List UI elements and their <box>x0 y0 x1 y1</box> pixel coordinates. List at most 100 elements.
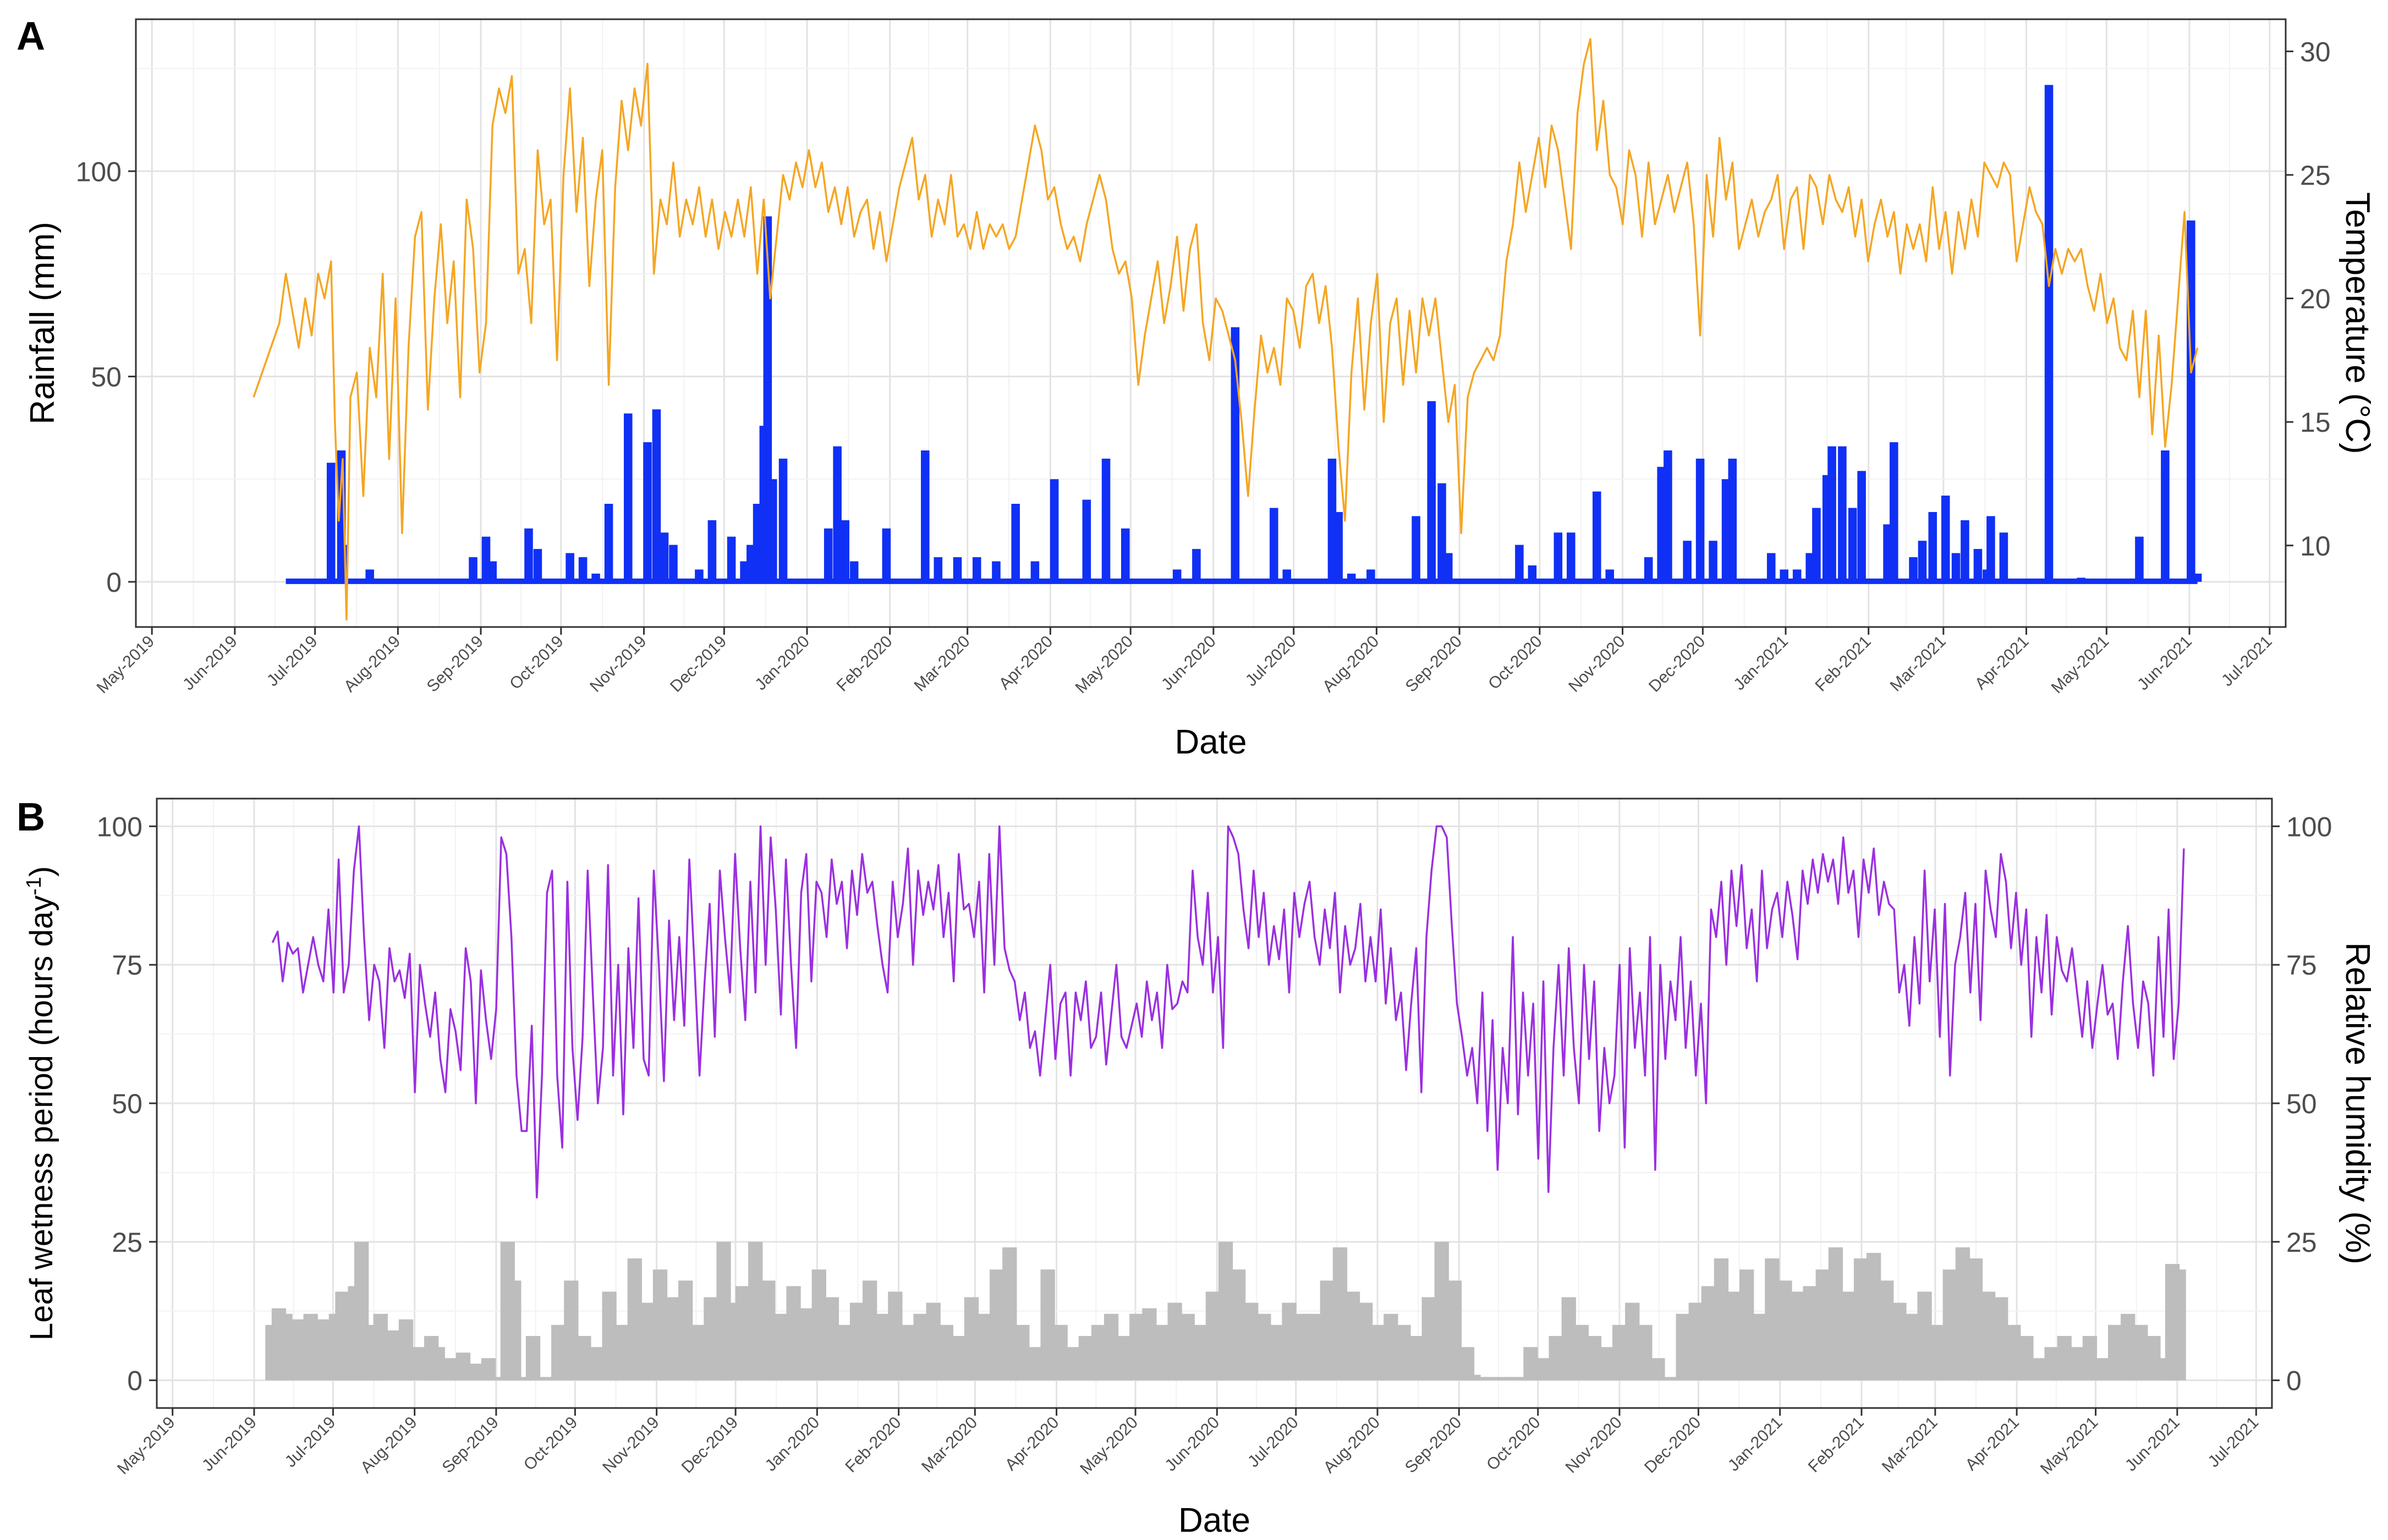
rainfall-bar <box>1805 553 1814 582</box>
x-tick-label: Jul-2019 <box>263 632 321 690</box>
leaf-wetness-bar <box>1294 1313 1309 1380</box>
leaf-wetness-bar <box>1498 1377 1513 1380</box>
x-tick-label: Aug-2019 <box>341 632 404 696</box>
leaf-wetness-bar <box>2006 1324 2021 1380</box>
leaf-wetness-bar <box>1752 1313 1767 1380</box>
leaf-wetness-bar <box>1739 1269 1754 1380</box>
x-tick-label: Aug-2020 <box>1320 1414 1384 1477</box>
x-tick-label: Jun-2021 <box>2134 632 2195 694</box>
leaf-wetness-bar <box>901 1324 915 1380</box>
leaf-wetness-bar <box>761 1280 776 1380</box>
leaf-wetness-bar <box>1688 1302 1703 1380</box>
rainfall-bar <box>1437 483 1446 582</box>
x-tick-label: Jun-2021 <box>2122 1414 2183 1475</box>
leaf-wetness-bar <box>1726 1291 1742 1380</box>
leaf-wetness-bar <box>1320 1280 1335 1380</box>
leaf-wetness-bar <box>1459 1347 1475 1380</box>
rainfall-bar <box>1941 496 1950 582</box>
leaf-wetness-bar <box>1180 1313 1195 1380</box>
rainfall-bar <box>1334 512 1343 582</box>
x-tick-label: May-2019 <box>114 1414 179 1478</box>
panel-b-grid <box>157 799 2272 1408</box>
x-tick-label: Oct-2020 <box>1485 632 1546 694</box>
leaf-wetness-bar <box>799 1308 814 1380</box>
leaf-wetness-bar <box>875 1313 890 1380</box>
leaf-wetness-bar <box>1345 1291 1360 1380</box>
leaf-wetness-bar <box>913 1313 928 1380</box>
leaf-wetness-bar <box>1155 1324 1170 1380</box>
rainfall-bar <box>1728 458 1737 582</box>
x-tick-label: Sep-2020 <box>1402 1414 1465 1477</box>
rainfall-bar <box>604 504 613 582</box>
x-tick-label: Sep-2020 <box>1402 632 1465 696</box>
leaf-wetness-bar <box>786 1286 801 1380</box>
leaf-wetness-bar <box>1536 1358 1551 1380</box>
leaf-wetness-bar <box>1332 1247 1348 1380</box>
x-tick-label: Dec-2020 <box>1645 632 1709 696</box>
leaf-wetness-bar <box>468 1363 484 1380</box>
x-tick-label: Apr-2020 <box>1002 1414 1063 1475</box>
panel-b-left-axis-title-sup: -1 <box>23 877 46 895</box>
leaf-wetness-bar <box>1892 1302 1907 1380</box>
rainfall-bar <box>566 553 574 582</box>
leaf-wetness-bar <box>1053 1324 1068 1380</box>
rainfall-bar <box>934 557 943 582</box>
x-tick-label: Apr-2021 <box>1962 1414 2023 1475</box>
rainfall-bar <box>1553 532 1563 582</box>
rainfall-bar <box>1986 516 1995 582</box>
leaf-wetness-bar <box>1841 1291 1856 1380</box>
x-tick-label: Oct-2020 <box>1483 1414 1544 1475</box>
leaf-wetness-bar <box>1955 1247 1970 1380</box>
leaf-wetness-bar <box>748 1241 763 1380</box>
rainfall-bar <box>1657 466 1666 582</box>
rainfall-bar <box>746 544 755 582</box>
leaf-wetness-bar <box>589 1347 604 1380</box>
leaf-wetness-bar <box>704 1297 718 1380</box>
x-tick-label: Nov-2019 <box>586 632 650 696</box>
leaf-wetness-bar <box>1574 1324 1589 1380</box>
leaf-wetness-bar <box>1765 1258 1780 1380</box>
rainfall-bar <box>365 569 374 582</box>
y-right-tick-label: 25 <box>2300 160 2331 191</box>
x-tick-label: Sep-2019 <box>439 1414 502 1477</box>
y-left-tick-label: 0 <box>106 567 122 598</box>
rainfall-bar <box>2135 536 2144 582</box>
leaf-wetness-bar <box>1117 1336 1132 1380</box>
x-tick-label: Mar-2020 <box>918 1414 981 1476</box>
leaf-wetness-bar <box>525 1336 541 1380</box>
rainfall-bar <box>2161 450 2170 582</box>
x-tick-label: Jun-2020 <box>1161 1414 1223 1475</box>
leaf-wetness-bar <box>1650 1358 1665 1380</box>
leaf-wetness-bar <box>2146 1336 2161 1380</box>
x-tick-label: Aug-2020 <box>1319 632 1382 696</box>
y-right-tick-label: 15 <box>2300 407 2331 438</box>
leaf-wetness-bar <box>1066 1347 1080 1380</box>
leaf-wetness-bar <box>538 1377 553 1380</box>
leaf-wetness-bar <box>1561 1297 1576 1380</box>
leaf-wetness-bar <box>1384 1313 1398 1380</box>
rainfall-bar <box>1999 532 2008 582</box>
x-tick-label: Jan-2020 <box>751 632 813 694</box>
leaf-wetness-bar <box>507 1280 521 1380</box>
leaf-wetness-bar <box>2171 1269 2186 1380</box>
rainfall-bar <box>1030 561 1040 582</box>
rainfall-bar <box>1050 479 1059 582</box>
leaf-wetness-bar <box>1625 1302 1640 1380</box>
leaf-wetness-bar <box>811 1269 826 1380</box>
leaf-wetness-bar <box>2057 1336 2072 1380</box>
x-tick-label: May-2020 <box>1072 632 1137 697</box>
leaf-wetness-bar <box>1917 1291 1932 1380</box>
leaf-wetness-bar <box>678 1280 693 1380</box>
leaf-wetness-bar <box>951 1336 967 1380</box>
leaf-wetness-bar <box>1002 1247 1017 1380</box>
rainfall-bar <box>1664 450 1672 582</box>
leaf-wetness-bar <box>386 1330 401 1380</box>
x-tick-label: Aug-2019 <box>357 1414 420 1477</box>
panel-b-humidity-line <box>271 825 2185 1198</box>
leaf-wetness-bar <box>290 1319 305 1380</box>
rainfall-bar <box>1270 508 1278 582</box>
rainfall-bar <box>1011 504 1020 582</box>
leaf-wetness-bar <box>652 1269 668 1380</box>
y-left-tick-label: 0 <box>127 1366 142 1396</box>
leaf-wetness-bar <box>665 1297 680 1380</box>
